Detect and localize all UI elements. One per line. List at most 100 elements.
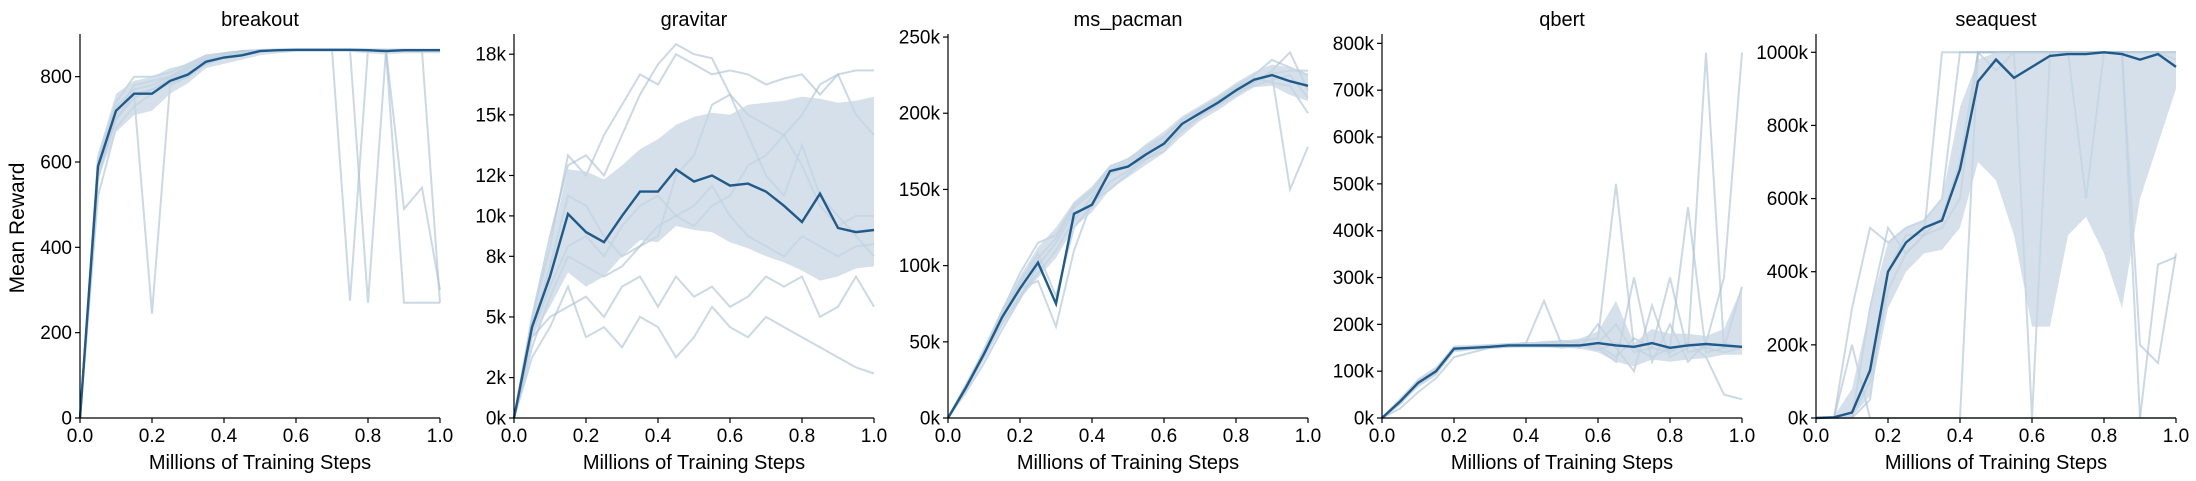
x-tick-label: 0.4 [211,426,238,447]
run-line-5 [947,77,1309,419]
run-line-3 [1381,52,1743,419]
x-tick-label: 0.8 [2091,426,2117,447]
panel-breakout: breakout 0 200 400 600 800 0.0 0.2 0.4 0.6 0.8 1.0 M… [40,9,453,474]
y-tick-label: 5k [486,307,507,328]
run-line-5 [513,52,874,419]
x-axis-label: Millions of Training Steps [583,452,805,474]
y-tick-label: 400k [1767,262,1809,283]
x-tick-label: 0.8 [1223,426,1249,447]
y-tick-label: 0k [920,409,941,430]
y-tick-label: 600k [1767,189,1809,210]
x-tick-label: 1.0 [427,426,453,447]
y-tick-label: 18k [475,45,506,66]
mean-line [512,167,875,419]
x-tick-label: 0.4 [1079,426,1106,447]
y-tick-label: 400k [1333,221,1375,242]
x-tick-label: 0.0 [67,426,93,447]
confidence-band [514,96,874,418]
y-tick-label: 200k [1333,315,1375,336]
y-tick-label: 600 [40,153,72,174]
confidence-band [1382,286,1742,418]
x-tick-label: 1.0 [1729,426,1755,447]
x-tick-label: 0.0 [1369,426,1395,447]
y-tick-label: 200k [1767,335,1809,356]
panel-title: ms_pacman [1074,9,1183,31]
y-tick-label: 400 [40,238,72,259]
y-tick-label: 10k [475,206,506,227]
y-tick-label: 800k [1767,116,1809,137]
panel-title: breakout [221,9,299,31]
x-tick-label: 0.2 [573,426,599,447]
x-tick-label: 0.8 [355,426,381,447]
y-tick-label: 200 [40,323,72,344]
panel-title: qbert [1539,9,1585,31]
y-tick-label: 700k [1333,81,1375,102]
y-tick-label: 12k [475,166,506,187]
mean-line [946,73,1309,419]
run-line-5 [1381,207,1743,419]
x-tick-label: 0.8 [789,426,815,447]
x-tick-label: 0.0 [935,426,961,447]
x-tick-label: 1.0 [1295,426,1321,447]
run-line-3 [947,50,1309,419]
y-tick-label: 0k [486,409,507,430]
x-axis-label: Millions of Training Steps [1885,452,2107,474]
y-tick-label: 8k [486,247,507,268]
panel-title: seaquest [1955,9,2037,31]
confidence-band [80,48,440,418]
panel-gravitar: gravitar 0k 2k 5k 8k 10k 12k 15k 18k 0.0 0.2 0.4 0.6… [475,9,887,474]
y-tick-label: 800k [1333,34,1375,55]
x-axis-label: Millions of Training Steps [1017,452,1239,474]
y-tick-label: 1000k [1756,43,1808,64]
y-tick-label: 100k [1333,362,1375,383]
y-tick-label: 2k [486,368,507,389]
y-tick-label: 200k [899,104,941,125]
x-tick-label: 0.6 [2019,426,2045,447]
run-line-6 [513,283,875,419]
y-tick-label: 100k [899,256,941,277]
y-tick-label: 150k [899,180,941,201]
y-tick-label: 250k [899,28,941,49]
x-axis-label: Millions of Training Steps [1451,452,1673,474]
run-line-6 [947,69,1308,419]
x-tick-label: 1.0 [2163,426,2189,447]
x-tick-label: 0.2 [1875,426,1901,447]
x-tick-label: 0.2 [139,426,165,447]
x-tick-label: 0.8 [1657,426,1683,447]
y-tick-label: 800 [40,67,72,88]
x-tick-label: 0.4 [1513,426,1540,447]
x-tick-label: 0.6 [1585,426,1611,447]
x-tick-label: 0.4 [1947,426,1974,447]
x-tick-label: 0.0 [1803,426,1829,447]
mean-line [1815,51,2177,420]
x-tick-label: 0.6 [283,426,309,447]
panel-title: gravitar [661,9,728,31]
x-tick-label: 0.0 [501,426,527,447]
x-tick-label: 0.6 [717,426,743,447]
y-tick-label: 600k [1333,128,1375,149]
panel-seaquest: seaquest 0k 200k 400k 600k 800k 1000k 0.0 0.2 0.4… [1756,9,2189,474]
run-line-4 [947,73,1309,419]
y-tick-label: 0k [1788,409,1809,430]
y-tick-label: 15k [475,105,506,126]
confidence-band [948,64,1308,418]
y-axis-label: Mean Reward [6,163,29,294]
mean-line [1381,341,1743,419]
x-tick-label: 0.2 [1441,426,1467,447]
x-tick-label: 0.2 [1007,426,1033,447]
y-tick-label: 50k [909,332,940,353]
confidence-band [1816,52,2176,419]
run-line-1 [947,58,1309,419]
x-tick-label: 1.0 [861,426,887,447]
x-tick-label: 0.6 [1151,426,1177,447]
x-tick-label: 0.4 [645,426,672,447]
y-tick-label: 0 [61,409,72,430]
y-tick-label: 500k [1333,174,1375,195]
chart-panels: breakout 0 200 400 600 800 0.0 0.2 0.4 0.6 0.8 1.0 M… [40,9,2189,474]
y-tick-label: 300k [1333,268,1375,289]
y-tick-label: 0k [1354,409,1375,430]
mean-line [78,48,440,419]
panel-qbert: qbert 0k 100k 200k 300k 400k 500k 600k 700k 800k 0… [1333,9,1755,474]
panel-ms_pacman: ms_pacman 0k 50k 100k 150k 200k 250k 0.0 0.2 0.4 0… [899,9,1321,474]
